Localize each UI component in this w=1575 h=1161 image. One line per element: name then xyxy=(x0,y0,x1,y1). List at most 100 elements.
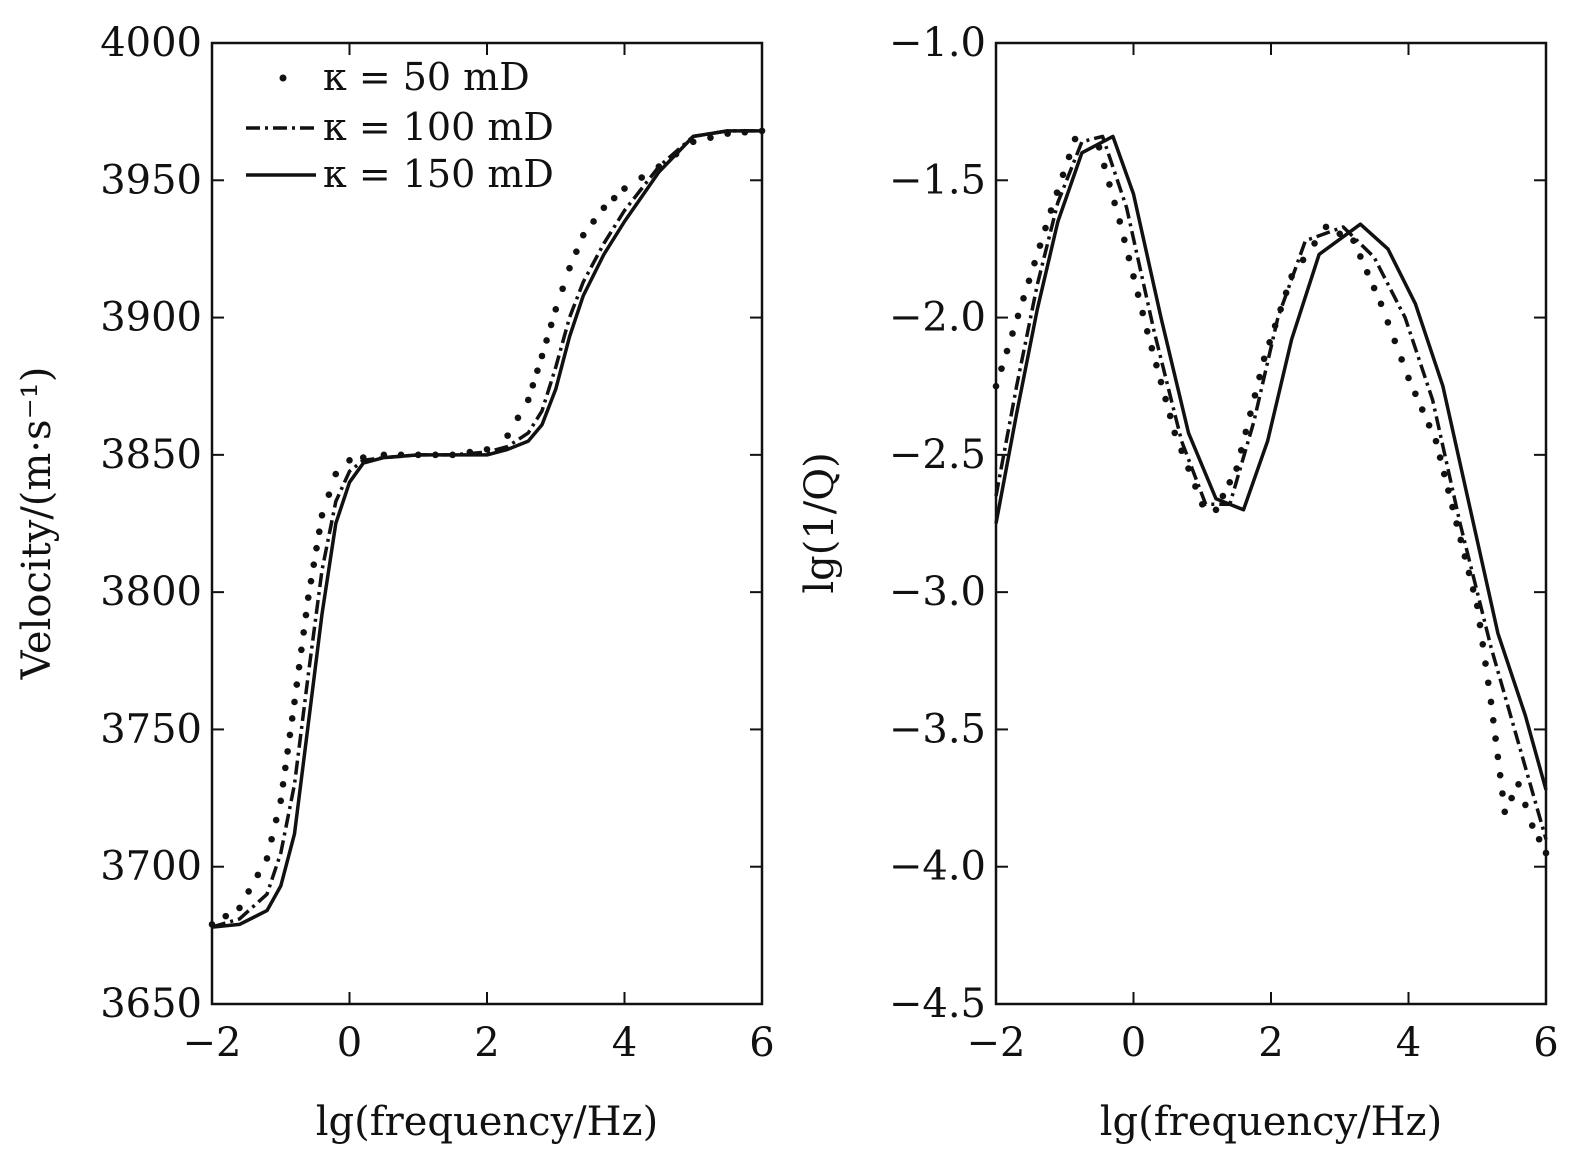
data-point xyxy=(1233,465,1240,472)
data-point xyxy=(222,912,230,920)
data-point xyxy=(332,470,340,478)
legend: κ = 50 mD κ = 100 mD κ = 150 mD xyxy=(246,55,554,196)
x-axis-label: lg(frequency/Hz) xyxy=(1100,1099,1442,1145)
data-point xyxy=(1219,492,1227,500)
y-tick-label: 3700 xyxy=(100,844,202,890)
x-tick-label: −2 xyxy=(183,1020,242,1066)
data-point xyxy=(284,748,291,755)
y-tick-label: 3800 xyxy=(100,569,202,615)
data-point xyxy=(304,594,312,601)
legend-item: κ = 100 mD xyxy=(246,105,554,149)
data-point xyxy=(318,511,326,519)
data-point xyxy=(1542,849,1550,857)
data-point xyxy=(1139,309,1146,317)
y-tick-label: −2.5 xyxy=(889,432,986,478)
data-point xyxy=(1242,428,1250,436)
data-point xyxy=(1398,356,1405,363)
x-tick-label: 6 xyxy=(1533,1020,1558,1066)
series-line-solid xyxy=(211,129,762,929)
data-point xyxy=(1071,135,1079,143)
data-point xyxy=(1106,181,1113,188)
data-point xyxy=(268,835,275,843)
data-point xyxy=(1053,189,1061,196)
data-point xyxy=(1025,277,1033,285)
data-point xyxy=(1384,319,1392,326)
data-point xyxy=(1432,437,1440,445)
data-point xyxy=(286,731,294,739)
data-point xyxy=(1299,256,1307,264)
data-point xyxy=(1153,361,1160,369)
legend-label: κ = 150 mD xyxy=(323,152,554,196)
y-tick-label: 3850 xyxy=(100,432,202,478)
data-point xyxy=(1391,337,1399,345)
data-point xyxy=(1162,395,1169,403)
data-point xyxy=(998,365,1005,372)
series-line-solid xyxy=(994,134,1548,791)
x-tick-label: 0 xyxy=(337,1020,362,1066)
y-tick-label: −2.0 xyxy=(889,295,986,341)
legend-marker-dotted xyxy=(279,74,287,82)
data-point xyxy=(1157,378,1165,386)
data-point xyxy=(547,321,555,329)
data-point xyxy=(1237,446,1245,454)
data-point xyxy=(1036,242,1044,249)
data-point xyxy=(313,544,320,552)
data-point xyxy=(1487,698,1495,706)
data-point xyxy=(1166,412,1174,420)
data-point xyxy=(1453,520,1460,527)
data-point xyxy=(534,367,541,374)
y-tick-label: 4000 xyxy=(100,20,202,66)
data-point xyxy=(1031,259,1038,267)
data-point xyxy=(1311,240,1318,247)
data-point xyxy=(1436,454,1444,461)
data-point xyxy=(293,681,301,688)
data-point xyxy=(1476,621,1484,629)
plot-frame xyxy=(994,41,1548,1006)
data-point xyxy=(1260,355,1268,363)
data-point xyxy=(295,663,303,671)
data-point xyxy=(1528,822,1536,829)
y-tick-label: 3950 xyxy=(100,157,202,203)
data-point xyxy=(254,871,262,879)
data-point xyxy=(1484,679,1492,687)
y-ticks: −1.0 −1.5 −2.0 −2.5 −3.0 −3.5 −4.0 −4.5 xyxy=(889,20,1546,1027)
x-tick-label: −2 xyxy=(967,1020,1026,1066)
data-point xyxy=(1457,536,1465,544)
data-point xyxy=(1226,479,1234,486)
data-point xyxy=(552,306,560,313)
data-point xyxy=(1418,406,1426,413)
data-point xyxy=(1377,300,1385,308)
y-tick-label: −4.0 xyxy=(889,844,986,890)
data-point xyxy=(298,646,305,654)
data-point xyxy=(590,218,597,225)
y-tick-label: −3.5 xyxy=(889,706,986,752)
data-point xyxy=(272,816,280,824)
data-point xyxy=(1492,735,1499,742)
data-point xyxy=(302,611,310,619)
x-tick-label: 4 xyxy=(612,1020,637,1066)
data-point xyxy=(325,491,333,498)
data-point xyxy=(1515,781,1522,788)
data-point xyxy=(1130,273,1137,280)
data-point xyxy=(1405,374,1412,382)
data-point xyxy=(566,264,573,272)
data-point xyxy=(277,797,285,805)
data-point xyxy=(288,715,296,722)
data-point xyxy=(1489,716,1497,724)
data-point xyxy=(1465,569,1473,577)
data-point xyxy=(1357,253,1364,260)
series-dotted xyxy=(208,127,766,928)
data-point xyxy=(1535,835,1543,843)
data-point xyxy=(1065,153,1073,161)
data-point xyxy=(300,629,307,636)
data-point xyxy=(524,396,532,404)
data-point xyxy=(310,561,318,568)
data-point xyxy=(1425,422,1433,429)
data-point xyxy=(1494,753,1502,761)
x-tick-label: 2 xyxy=(1258,1020,1283,1066)
data-point xyxy=(579,231,587,239)
y-ticks: 3650 3700 3750 3800 3850 3900 3950 4000 xyxy=(100,20,762,1027)
y-axis-label: lg(1/Q) xyxy=(797,452,843,593)
data-point xyxy=(1501,808,1509,816)
